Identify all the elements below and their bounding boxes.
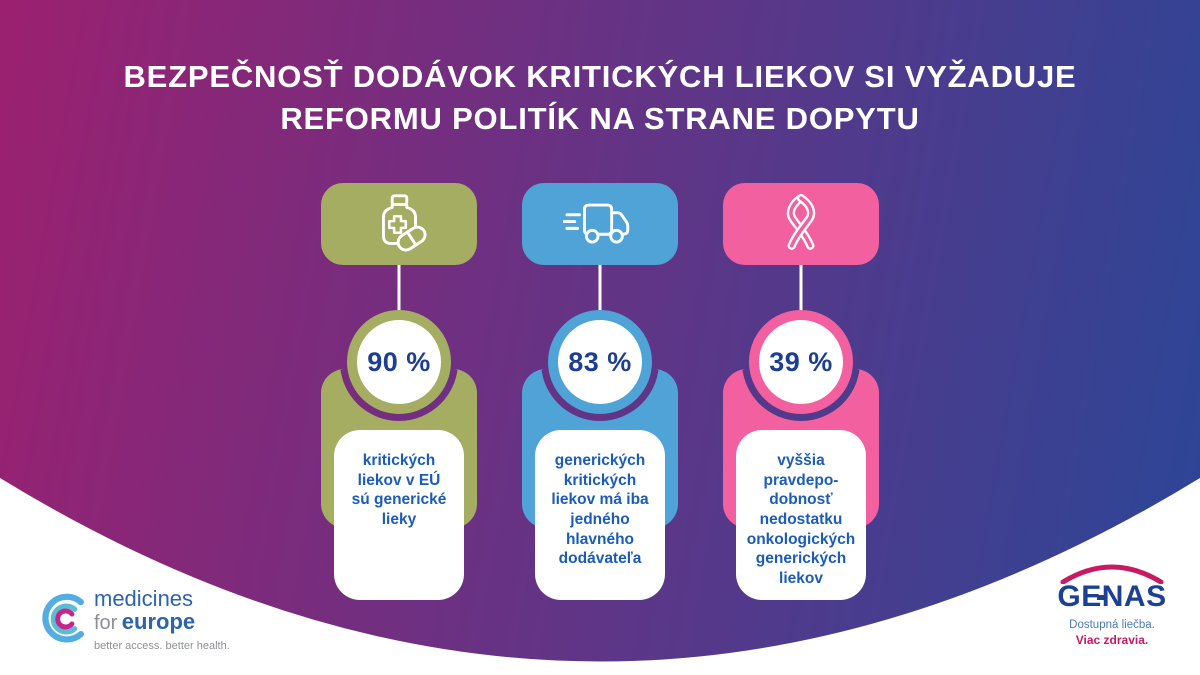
medicines-for-europe-swirl-icon	[42, 593, 84, 643]
medicine-bottle-icon-badge	[321, 183, 477, 265]
page-title-line2: REFORMU POLITÍK NA STRANE DOPYTU	[280, 101, 920, 136]
stat-column-oncology: 39 % vyššia pravdepo- dobnosť nedostatku…	[723, 183, 879, 603]
awareness-ribbon-icon	[786, 194, 816, 250]
description-text: vyššia pravdepo- dobnosť nedostatku onko…	[746, 452, 856, 588]
genas-logo: GENAS Dostupná liečba. Viac zdravia.	[1052, 556, 1172, 647]
stat-column-supplier: 83 % generických kritických liekov má ib…	[522, 183, 678, 603]
genas-tagline-line1: Dostupná liečba.	[1069, 619, 1155, 631]
delivery-truck-icon	[563, 203, 630, 243]
mfe-wordmark-line1: medicines	[94, 586, 194, 611]
percent-value: 90 %	[367, 346, 431, 377]
percent-circle: 39 %	[749, 310, 853, 414]
percent-circle: 90 %	[347, 310, 451, 414]
genas-dash-decoration	[1097, 595, 1107, 600]
connector-line	[598, 265, 602, 313]
page-title: BEZPEČNOSŤ DODÁVOK KRITICKÝCH LIEKOV SI …	[0, 56, 1200, 140]
stat-column-generics: 90 % kritických liekov v EÚ sú generické…	[321, 183, 477, 603]
percent-value: 39 %	[769, 346, 833, 377]
connector-line	[799, 265, 803, 313]
description-card: vyššia pravdepo- dobnosť nedostatku onko…	[736, 430, 866, 600]
mfe-wordmark-line2: for europe	[94, 610, 230, 636]
description-text: kritických liekov v EÚ sú generické liek…	[351, 452, 447, 529]
percent-value: 83 %	[568, 346, 632, 377]
genas-arc-icon	[1060, 564, 1164, 584]
description-card: kritických liekov v EÚ sú generické liek…	[334, 430, 464, 600]
genas-tagline-line2: Viac zdravia.	[1075, 633, 1149, 647]
page-title-line1: BEZPEČNOSŤ DODÁVOK KRITICKÝCH LIEKOV SI …	[123, 59, 1077, 94]
genas-wordmark: GENAS	[1057, 580, 1167, 613]
awareness-ribbon-icon-badge	[723, 183, 879, 265]
medicines-for-europe-logo: medicines for europe better access. bett…	[40, 588, 230, 652]
description-card: generických kritických liekov má iba jed…	[535, 430, 665, 600]
medicine-bottle-icon	[382, 194, 427, 252]
stat-columns: 90 % kritických liekov v EÚ sú generické…	[321, 183, 879, 603]
mfe-tagline: better access. better health.	[94, 640, 230, 652]
percent-circle: 83 %	[548, 310, 652, 414]
connector-line	[397, 265, 401, 313]
delivery-truck-icon-badge	[522, 183, 678, 265]
mfe-europe-word: europe	[121, 609, 196, 634]
mfe-for-word: for	[94, 612, 118, 634]
description-text: generických kritických liekov má iba jed…	[551, 452, 649, 568]
